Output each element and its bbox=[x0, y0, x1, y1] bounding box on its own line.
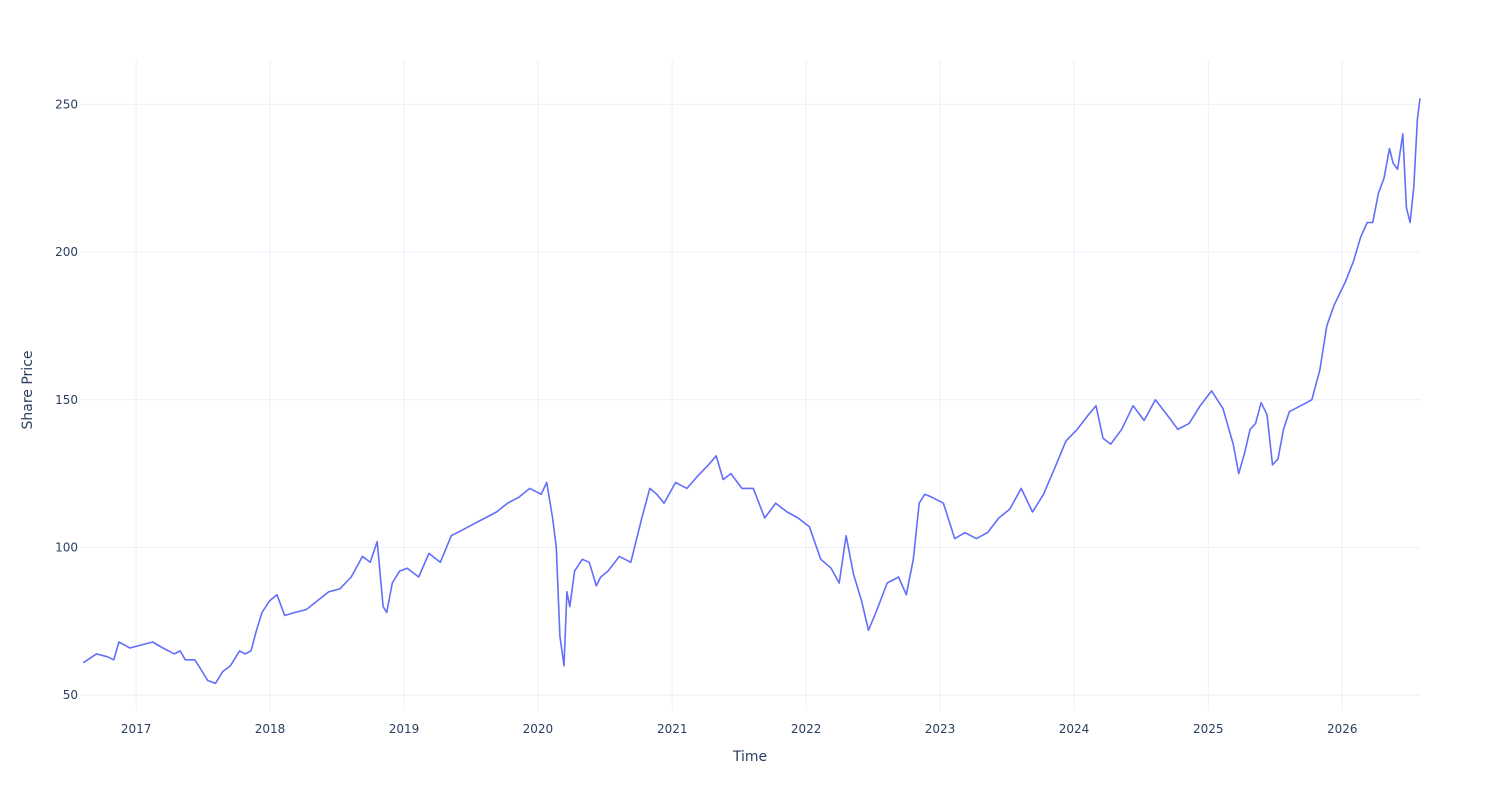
y-tick-labels: 50 100 150 200 250 bbox=[55, 97, 78, 702]
x-tick-label: 2021 bbox=[657, 722, 688, 736]
y-gridlines bbox=[80, 103, 1420, 696]
x-tick-label: 2022 bbox=[791, 722, 822, 736]
x-tick-label: 2017 bbox=[121, 722, 152, 736]
y-tick-label: 200 bbox=[55, 245, 78, 259]
x-gridlines bbox=[135, 60, 1343, 710]
y-axis-title: Share Price bbox=[20, 350, 36, 429]
x-tick-label: 2026 bbox=[1327, 722, 1358, 736]
x-tick-label: 2025 bbox=[1193, 722, 1224, 736]
x-axis-title: Time bbox=[732, 749, 767, 765]
x-tick-label: 2020 bbox=[523, 722, 554, 736]
plot-area bbox=[82, 98, 1421, 685]
x-tick-label: 2024 bbox=[1059, 722, 1090, 736]
x-tick-label: 2019 bbox=[389, 722, 420, 736]
y-tick-label: 250 bbox=[55, 97, 78, 111]
x-tick-labels: 2017 2018 2019 2020 2021 2022 2023 2024 2025 2026 bbox=[121, 722, 1358, 736]
x-tick-label: 2018 bbox=[255, 722, 286, 736]
y-tick-label: 50 bbox=[63, 688, 78, 702]
series-line bbox=[82, 98, 1421, 685]
x-tick-label: 2023 bbox=[925, 722, 956, 736]
y-tick-label: 100 bbox=[55, 541, 78, 555]
y-tick-label: 150 bbox=[55, 393, 78, 407]
